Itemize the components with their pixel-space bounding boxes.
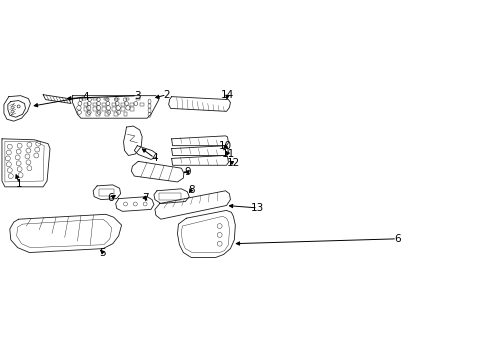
Text: 10: 10 — [219, 141, 232, 151]
Text: 2: 2 — [163, 90, 170, 100]
Bar — [93, 107, 97, 111]
Bar — [130, 103, 134, 107]
Text: 13: 13 — [251, 203, 264, 213]
Text: 3: 3 — [134, 91, 140, 101]
Bar — [159, 193, 181, 199]
Bar — [86, 112, 90, 116]
Bar — [121, 107, 125, 111]
Text: 7: 7 — [142, 193, 148, 203]
Text: 6: 6 — [393, 234, 400, 244]
Bar — [102, 103, 106, 107]
Bar — [93, 98, 97, 100]
Bar — [105, 112, 109, 116]
Bar — [114, 112, 118, 116]
Text: 4: 4 — [151, 153, 158, 163]
Text: 12: 12 — [226, 158, 240, 168]
Bar — [104, 98, 108, 100]
Bar — [112, 103, 116, 107]
Bar — [112, 107, 116, 111]
Bar — [102, 107, 106, 111]
Text: 4: 4 — [82, 92, 89, 102]
Bar — [130, 107, 134, 111]
Bar — [121, 103, 125, 107]
Text: 1: 1 — [16, 179, 23, 189]
Bar — [82, 98, 86, 100]
Bar — [96, 112, 100, 116]
Text: 14: 14 — [221, 90, 234, 100]
Bar — [140, 103, 143, 107]
Bar — [83, 103, 87, 107]
Bar — [93, 103, 97, 107]
Text: 8: 8 — [187, 185, 194, 195]
Bar — [125, 98, 129, 100]
Bar — [99, 189, 114, 196]
Bar — [115, 98, 119, 100]
Text: 11: 11 — [222, 149, 235, 159]
Bar — [83, 107, 87, 111]
Text: 5: 5 — [100, 248, 106, 257]
Text: 6: 6 — [107, 193, 114, 203]
Bar — [123, 112, 127, 116]
Bar — [136, 98, 140, 100]
Text: 9: 9 — [183, 167, 190, 177]
